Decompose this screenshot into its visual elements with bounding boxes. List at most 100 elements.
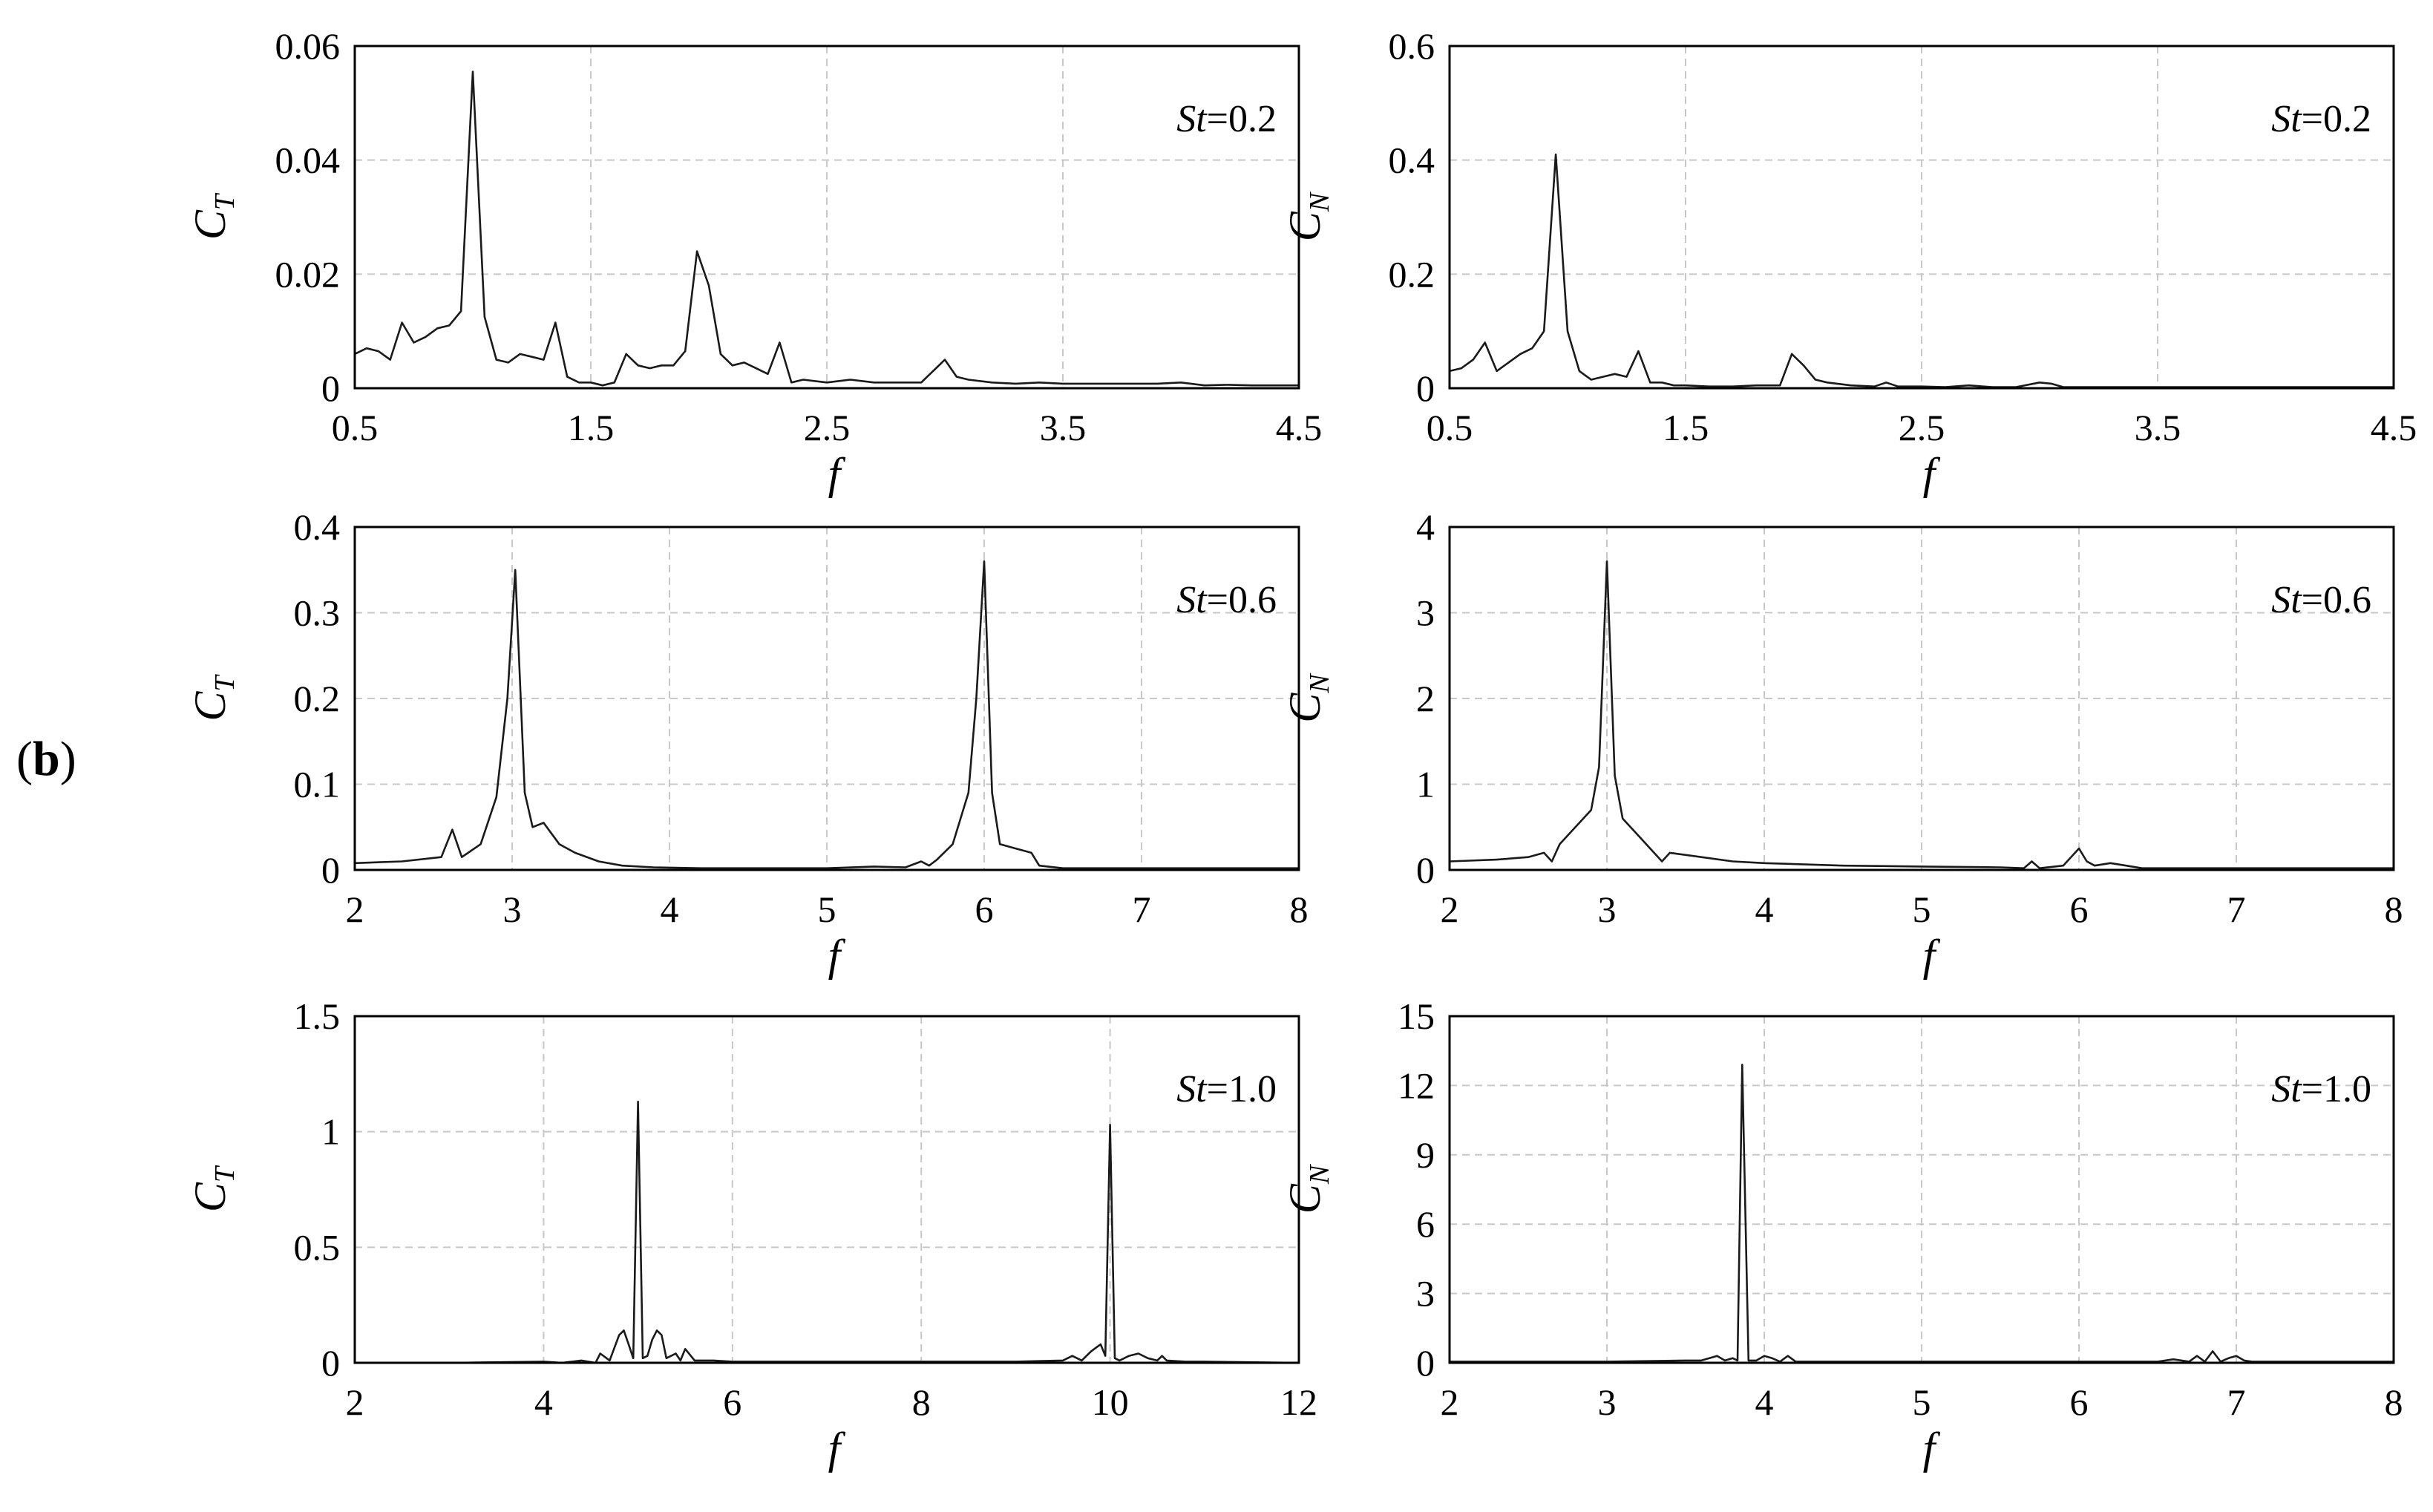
y-axis-label-main: C — [1280, 211, 1329, 241]
chart-panel-cn-st10: 2 3 4 5 6 7 8 0 3 6 9 12 15 f CN St=1.0 — [1280, 995, 2403, 1473]
y-axis-label-sub: T — [209, 674, 240, 692]
x-tick-label: 6 — [2070, 888, 2089, 930]
plot-frame — [353, 526, 1300, 871]
series-line — [354, 560, 1299, 869]
y-axis-label-sub: T — [209, 192, 240, 210]
x-tick-label: 5 — [818, 888, 836, 930]
x-tick-label: 5 — [1913, 888, 1931, 930]
strouhal-value: =0.6 — [2302, 579, 2371, 621]
series-line — [1449, 560, 2394, 869]
x-tick-label: 3 — [1598, 888, 1617, 930]
y-tick-label: 1 — [321, 1111, 340, 1153]
x-tick-label: 1.5 — [568, 407, 615, 448]
x-axis-label: f — [1923, 1424, 1941, 1473]
y-tick-label: 2 — [1416, 678, 1435, 719]
y-axis-label-sub: N — [1304, 672, 1335, 694]
x-tick-label: 4 — [1755, 888, 1774, 930]
y-tick-label: 9 — [1416, 1134, 1435, 1176]
panel-label: (b) — [16, 731, 76, 788]
x-tick-label: 2 — [1441, 888, 1459, 930]
y-tick-label: 4 — [1416, 506, 1435, 548]
y-tick-label: 6 — [1416, 1203, 1435, 1245]
y-tick-label: 0.4 — [294, 506, 341, 548]
panel-label-letter: b — [32, 732, 60, 786]
y-tick-label: 0 — [321, 849, 340, 891]
y-tick-label: 0.1 — [294, 764, 341, 805]
x-tick-label: 8 — [912, 1381, 931, 1423]
y-axis-label-sub: T — [209, 1165, 240, 1182]
x-tick-label: 8 — [1290, 888, 1309, 930]
y-tick-label: 0 — [1416, 367, 1435, 409]
x-tick-label: 2 — [346, 888, 364, 930]
panel-label-close: ) — [59, 732, 76, 786]
y-axis-label: CN — [1280, 1163, 1335, 1214]
y-axis-label-main: C — [1280, 693, 1329, 723]
x-tick-label: 4 — [661, 888, 679, 930]
x-tick-label: 3 — [503, 888, 522, 930]
strouhal-value: =0.6 — [1207, 579, 1277, 621]
chart-panel-cn-st06: 2 3 4 5 6 7 8 0 1 2 3 4 f CN St=0.6 — [1280, 506, 2403, 980]
y-tick-label: 0.3 — [294, 592, 341, 634]
y-tick-label: 0.4 — [1389, 140, 1435, 181]
y-tick-label: 0.2 — [294, 678, 341, 719]
plot-frame — [1448, 526, 2395, 871]
x-axis-label: f — [828, 1424, 846, 1473]
panel-label-open: ( — [16, 732, 33, 786]
series-line — [354, 71, 1299, 387]
y-tick-label: 1 — [1416, 764, 1435, 805]
x-tick-label: 3 — [1598, 1381, 1617, 1423]
y-tick-label: 0.2 — [1389, 253, 1435, 295]
y-axis-label-sub: N — [1304, 1163, 1335, 1185]
x-axis-label: f — [828, 449, 846, 498]
chart-panel-ct-st02: 0.5 1.5 2.5 3.5 4.5 0 0.02 0.04 0.06 f CT St=0.2 — [186, 25, 1322, 498]
x-tick-label: 7 — [1133, 888, 1151, 930]
series-line — [1450, 1064, 2394, 1363]
x-tick-label: 1.5 — [1663, 407, 1709, 448]
x-tick-label: 4 — [1755, 1381, 1774, 1423]
chart-panel-ct-st10: 2 4 6 8 10 12 0 0.5 1 1.5 f CT St=1.0 — [186, 995, 1317, 1473]
y-axis-label: CT — [186, 1165, 240, 1212]
strouhal-symbol: St — [1176, 1068, 1208, 1110]
strouhal-symbol: St — [2271, 579, 2302, 621]
y-tick-label: 0.04 — [275, 140, 341, 181]
y-axis-label: CT — [186, 674, 240, 721]
y-tick-label: 0 — [1416, 1342, 1435, 1384]
strouhal-symbol: St — [2271, 1068, 2302, 1110]
x-axis-label: f — [1923, 931, 1941, 980]
x-axis-label: f — [1923, 449, 1941, 498]
y-axis-label-main: C — [186, 209, 235, 240]
strouhal-symbol: St — [2271, 98, 2302, 140]
y-tick-label: 0.5 — [294, 1226, 341, 1268]
y-tick-label: 1.5 — [294, 995, 341, 1037]
y-tick-label: 12 — [1398, 1064, 1435, 1106]
x-tick-label: 2 — [1441, 1381, 1459, 1423]
y-tick-label: 0 — [1416, 849, 1435, 891]
y-tick-label: 3 — [1416, 1273, 1435, 1315]
x-tick-label: 6 — [723, 1381, 741, 1423]
y-axis-label-main: C — [186, 1182, 235, 1212]
x-tick-label: 12 — [1280, 1381, 1317, 1423]
strouhal-value: =0.2 — [1207, 98, 1277, 140]
x-tick-label: 4.5 — [1276, 407, 1323, 448]
x-tick-label: 3.5 — [2135, 407, 2181, 448]
y-tick-label: 0.6 — [1389, 25, 1435, 67]
y-tick-label: 15 — [1398, 995, 1435, 1037]
strouhal-annotation: St=0.6 — [1176, 579, 1277, 621]
x-tick-label: 7 — [2227, 888, 2246, 930]
series-line — [1449, 153, 2394, 388]
x-tick-label: 2 — [346, 1381, 364, 1423]
y-tick-label: 0 — [321, 1342, 340, 1384]
y-tick-label: 3 — [1416, 592, 1435, 634]
x-tick-label: 10 — [1092, 1381, 1129, 1423]
x-tick-label: 3.5 — [1040, 407, 1087, 448]
y-axis-label: CN — [1280, 191, 1335, 241]
strouhal-value: =1.0 — [1207, 1068, 1277, 1110]
plot-frame — [353, 1015, 1300, 1364]
strouhal-annotation: St=0.6 — [2271, 579, 2371, 621]
y-axis-label-main: C — [186, 691, 235, 721]
strouhal-annotation: St=0.2 — [2271, 98, 2371, 140]
y-axis-label-main: C — [1280, 1183, 1329, 1214]
series-line — [355, 1100, 1300, 1364]
strouhal-annotation: St=0.2 — [1176, 98, 1277, 140]
